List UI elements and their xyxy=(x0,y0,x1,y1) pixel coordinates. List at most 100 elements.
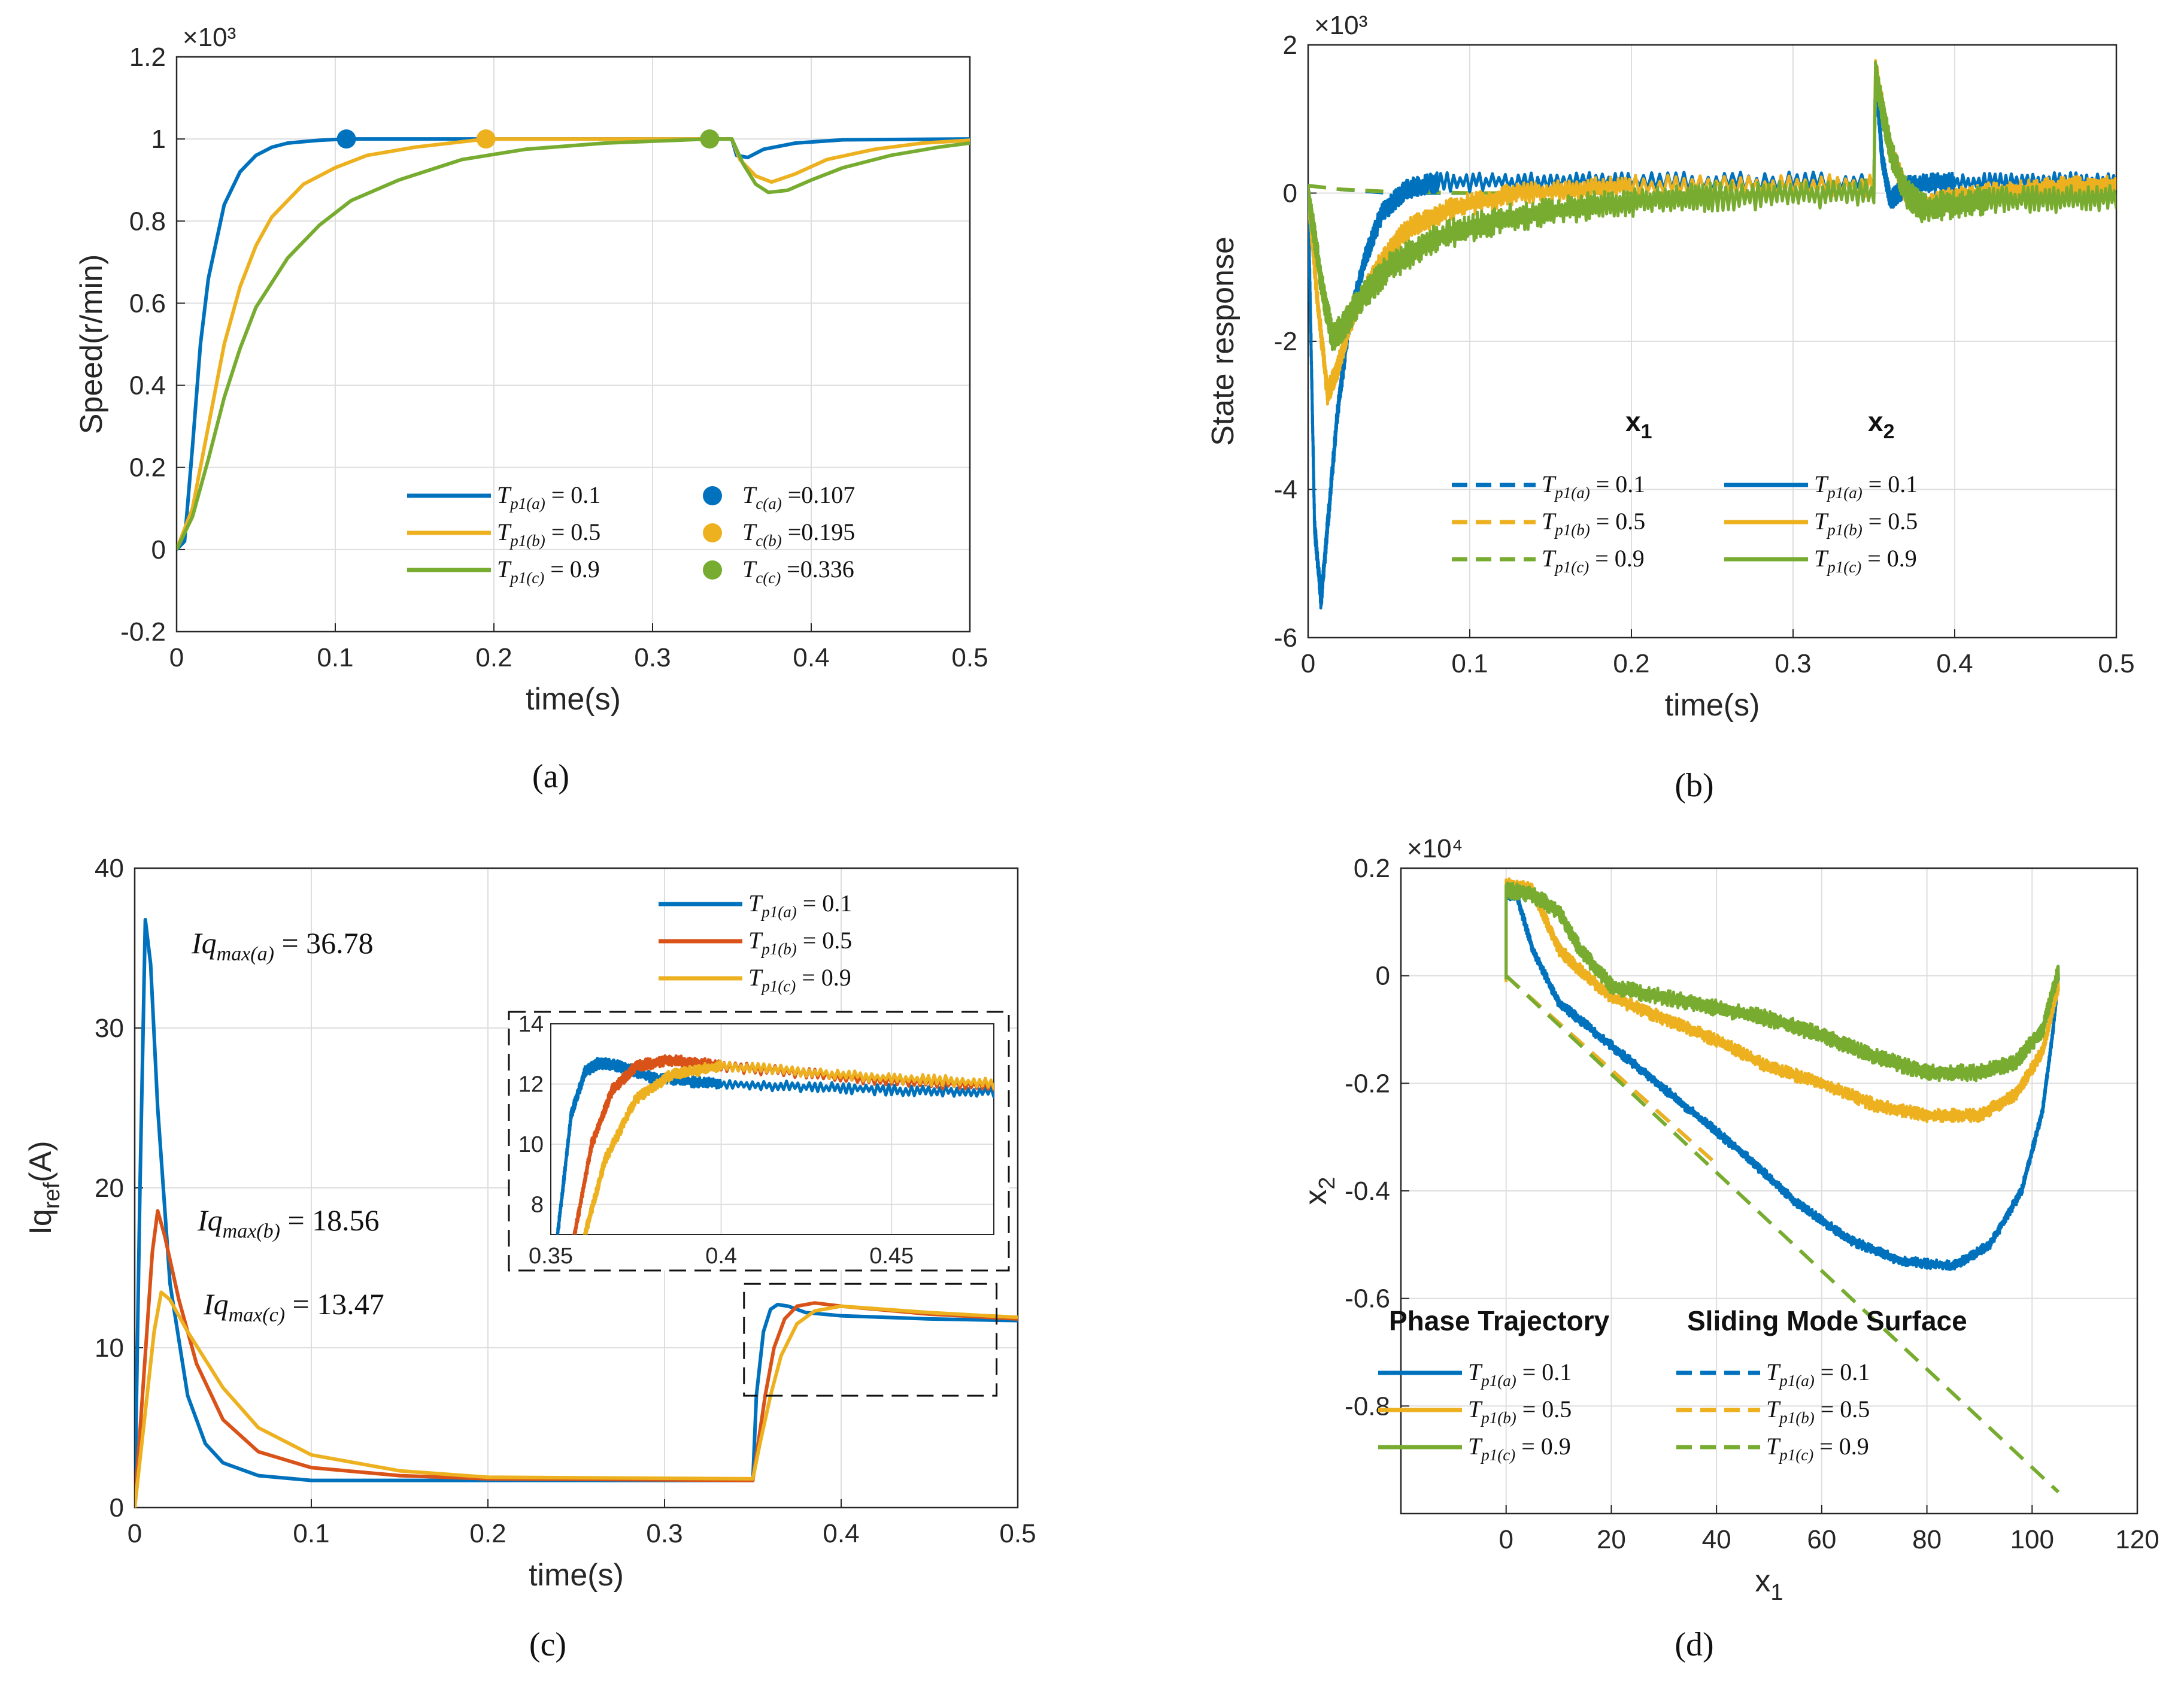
series-line xyxy=(1504,881,2060,1082)
legend-header: x2 xyxy=(1868,406,1895,443)
legend: Tp1(a) = 0.1 Tp1(b) = 0.5 Tp1(c) = 0.9 Tc(a… xyxy=(407,481,855,587)
x-tick-label: 0 xyxy=(1499,1525,1513,1554)
y-tick-label: -0.8 xyxy=(1345,1391,1390,1421)
series-line xyxy=(177,137,970,551)
panel-label: (b) xyxy=(1675,767,1713,804)
annotation-label: Iqmax(a) = 36.78 xyxy=(191,926,374,965)
x-tick-label: 0.3 xyxy=(634,643,671,672)
y-tick-label: -6 xyxy=(1274,623,1297,653)
x-tick-label: 120 xyxy=(2115,1525,2159,1554)
x-tick-label: 40 xyxy=(1702,1525,1731,1554)
annotation-label: Iqmax(c) = 13.47 xyxy=(203,1287,384,1326)
legend-label: Tp1(b) = 0.5 xyxy=(497,518,600,550)
y-tick-label: 2 xyxy=(1283,31,1297,60)
series-marker xyxy=(336,129,356,149)
x-tick-label: 0.2 xyxy=(469,1519,506,1548)
series-marker xyxy=(700,129,720,149)
x-tick-label: 0.5 xyxy=(951,643,988,672)
x-tick-label: 0.4 xyxy=(1936,649,1973,678)
legend-marker xyxy=(703,560,722,580)
chart-1: 0 0.1 0.2 0.3 0.4 0.5 -6 -4 -2 0 2 time(s) State res… xyxy=(1206,11,2135,804)
y-exponent-label: ×10⁴ xyxy=(1407,834,1463,863)
x-tick-label: 0.2 xyxy=(1613,649,1649,678)
legend-label: Tc(c) =0.336 xyxy=(742,556,854,587)
annotation-label: Iqmax(b) = 18.56 xyxy=(197,1203,380,1242)
x-tick-label: 0 xyxy=(1301,649,1315,678)
series-line xyxy=(177,137,970,551)
legend-label: Tp1(a) = 0.1 xyxy=(497,481,600,513)
x-tick-label: 0.4 xyxy=(793,643,829,672)
inset-y-tick-label: 8 xyxy=(531,1193,544,1218)
legend-label: Tp1(a) = 0.1 xyxy=(1766,1359,1870,1390)
y-tick-label: 0.2 xyxy=(1354,854,1390,883)
chart-3: 0 20 40 60 80 100 120 -0.8 -0.6 -0.4 -0.2 0 0.2 x1 x2 ×… xyxy=(1299,834,2159,1663)
y-tick-label: -0.2 xyxy=(120,617,166,647)
series-marker xyxy=(476,129,496,149)
inset-y-tick-label: 12 xyxy=(518,1072,544,1097)
series-line xyxy=(583,1059,994,1235)
x-axis-label: time(s) xyxy=(529,1558,624,1593)
y-tick-label: 0.6 xyxy=(129,289,166,318)
x-tick-label: 20 xyxy=(1597,1525,1626,1554)
inset-plot-frame xyxy=(550,1023,994,1235)
y-tick-label: -0.2 xyxy=(1345,1069,1390,1098)
x-tick-label: 60 xyxy=(1807,1525,1836,1554)
x-tick-label: 0.5 xyxy=(2098,649,2134,678)
x-tick-label: 0.2 xyxy=(475,643,512,672)
x-tick-label: 0.3 xyxy=(1774,649,1811,678)
legend-label: Tp1(a) = 0.1 xyxy=(1468,1359,1572,1390)
y-tick-label: 0 xyxy=(110,1493,124,1523)
y-tick-label: -2 xyxy=(1274,327,1297,356)
legend-label: Tp1(a) = 0.1 xyxy=(748,890,852,921)
legend-label: Tp1(b) = 0.5 xyxy=(1814,508,1918,539)
legend-label: Tp1(c) = 0.9 xyxy=(497,556,600,587)
legend-label: Tp1(c) = 0.9 xyxy=(1766,1433,1869,1464)
x-axis-label: time(s) xyxy=(526,682,621,717)
inset-x-tick-label: 0.35 xyxy=(529,1244,573,1269)
y-tick-label: -0.6 xyxy=(1345,1284,1390,1314)
chart-0: 0 0.1 0.2 0.3 0.4 0.5-0.200.20.40.60.811.2tim… xyxy=(74,23,988,795)
series-line xyxy=(135,1290,1018,1508)
inset-chart: 0.35 0.4 0.45 8 10 12 14 xyxy=(518,1012,994,1269)
series-line xyxy=(1308,66,2116,610)
x-tick-label: 0.5 xyxy=(999,1519,1036,1548)
inset-x-tick-label: 0.4 xyxy=(705,1244,737,1269)
legend-label: Tp1(c) = 0.9 xyxy=(1814,545,1917,576)
y-tick-label: 0 xyxy=(1283,179,1297,208)
series-line xyxy=(135,918,1018,1508)
x-tick-label: 0.1 xyxy=(1451,649,1488,678)
x-axis-label: time(s) xyxy=(1665,688,1760,723)
inset-x-tick-label: 0.45 xyxy=(869,1244,914,1269)
legend-label: Tp1(a) = 0.1 xyxy=(1814,471,1918,502)
y-tick-label: 0.2 xyxy=(129,453,166,483)
series-line xyxy=(572,1054,994,1235)
x-tick-label: 0.1 xyxy=(317,643,353,672)
legend-header: Sliding Mode Surface xyxy=(1687,1305,1967,1336)
y-tick-label: -4 xyxy=(1274,475,1297,505)
legend-label: Tp1(c) = 0.9 xyxy=(1542,545,1645,576)
legend-label: Tp1(a) = 0.1 xyxy=(1542,471,1645,502)
series-line xyxy=(177,137,970,550)
series-line xyxy=(1504,877,2060,1123)
x-tick-label: 0 xyxy=(128,1519,142,1548)
legend-header: Phase Trajectory xyxy=(1389,1305,1610,1336)
y-tick-label: -0.4 xyxy=(1345,1176,1390,1206)
legend-label: Tp1(c) = 0.9 xyxy=(748,964,851,995)
series-line xyxy=(1504,974,1718,1166)
legend: x1 x2 Tp1(a) = 0.1 Tp1(b) = 0.5 Tp1(c) = 0.9… xyxy=(1452,406,1918,576)
legend-label: Tp1(b) = 0.5 xyxy=(748,927,852,958)
y-tick-label: 0 xyxy=(151,535,166,565)
y-axis-label: x2 xyxy=(1299,1176,1340,1205)
legend-marker xyxy=(703,523,722,542)
inset-y-tick-label: 10 xyxy=(518,1132,544,1157)
x-tick-label: 0 xyxy=(169,643,184,672)
y-tick-label: 20 xyxy=(95,1174,124,1203)
plot-frame xyxy=(1307,44,2118,639)
x-axis-label: x1 xyxy=(1755,1564,1783,1605)
y-axis-label: Speed(r/min) xyxy=(74,254,109,435)
y-tick-label: 1 xyxy=(151,125,166,154)
y-exponent-label: ×10³ xyxy=(183,23,236,52)
inset-y-tick-label: 14 xyxy=(518,1012,544,1037)
y-tick-label: 0.8 xyxy=(129,207,166,236)
